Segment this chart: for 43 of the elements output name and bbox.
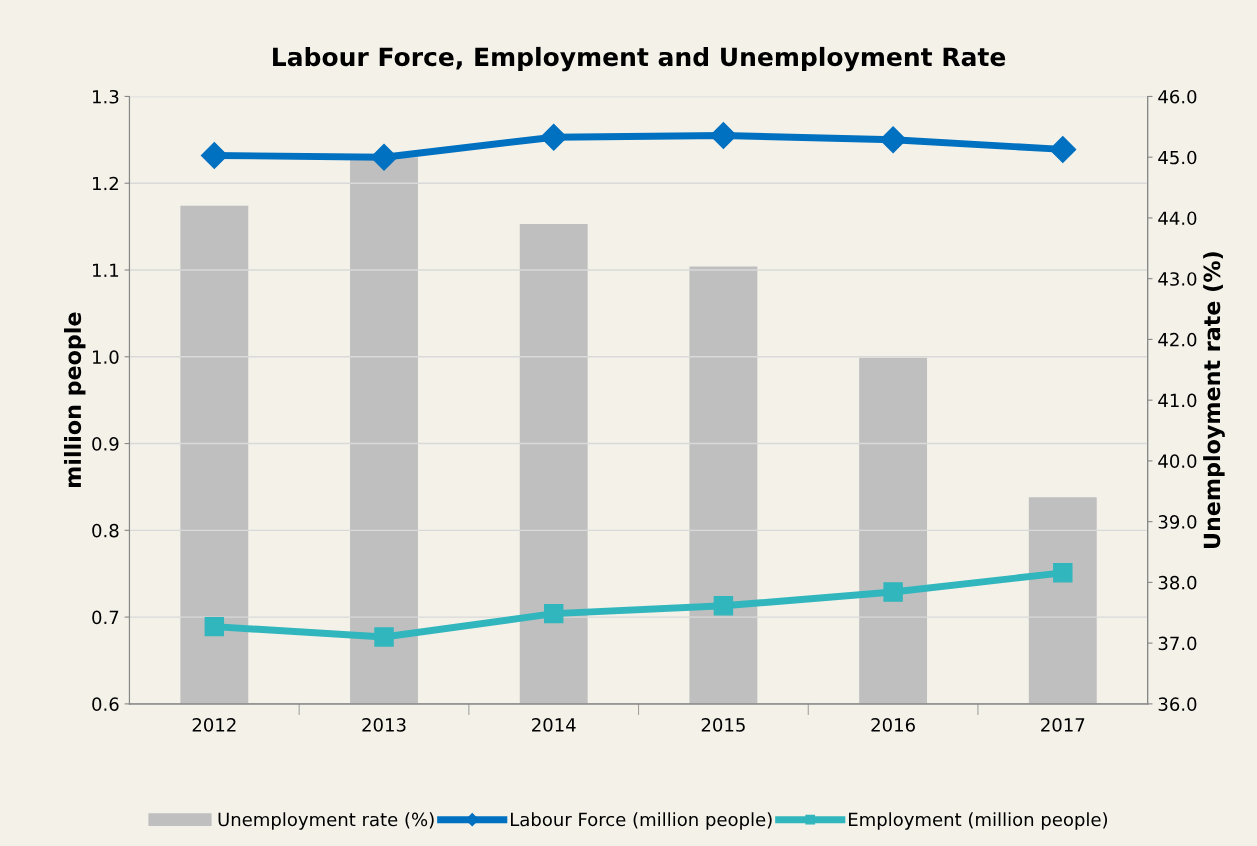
point xyxy=(200,141,228,169)
x-tick-label: 2017 xyxy=(1041,718,1085,732)
y-tick-label: 0.7 xyxy=(92,610,119,625)
legend-label: Unemployment rate (%) xyxy=(218,812,434,830)
x-tick-label: 2014 xyxy=(532,718,576,732)
x-tick-label: 2013 xyxy=(362,718,406,732)
point xyxy=(1053,563,1073,583)
y2-tick-label: 40.0 xyxy=(1158,454,1197,469)
x-tick-label: 2012 xyxy=(192,718,236,732)
y2-tick-label: 46.0 xyxy=(1158,89,1197,104)
chart-title: Labour Force, Employment and Unemployment Rate xyxy=(273,46,1006,72)
point xyxy=(370,143,398,171)
y2-tick-label: 38.0 xyxy=(1158,575,1197,590)
y2-tick-label: 42.0 xyxy=(1158,332,1197,347)
y-tick-label: 1.3 xyxy=(93,89,119,104)
x-tick-label: 2015 xyxy=(701,718,745,732)
point xyxy=(713,596,734,616)
point xyxy=(879,126,907,154)
point xyxy=(1049,135,1077,163)
y2-tick-label: 39.0 xyxy=(1158,515,1197,529)
y-tick-label: 0.8 xyxy=(92,523,119,538)
y-tick-label: 1.0 xyxy=(93,350,119,364)
y2-tick-label: 43.0 xyxy=(1158,272,1197,286)
y2-tick-label: 37.0 xyxy=(1158,636,1197,651)
legend-label: Employment (million people) xyxy=(849,812,1108,830)
y2-tick-label: 45.0 xyxy=(1158,150,1197,165)
point xyxy=(543,603,564,624)
y2-axis-title: Unemployment rate (%) xyxy=(1203,252,1225,548)
y-tick-label: 0.6 xyxy=(92,697,119,711)
y2-tick-label: 41.0 xyxy=(1158,393,1197,408)
point xyxy=(709,122,737,149)
legend-label: Labour Force (million people) xyxy=(511,812,772,830)
point xyxy=(540,123,568,151)
point xyxy=(374,627,394,647)
point xyxy=(204,616,225,637)
y2-tick-label: 36.0 xyxy=(1158,697,1197,711)
point xyxy=(883,582,903,602)
y-tick-label: 1.2 xyxy=(93,176,118,191)
x-tick-label: 2016 xyxy=(871,718,915,732)
y-tick-label: 0.9 xyxy=(92,437,119,451)
y2-tick-label: 44.0 xyxy=(1158,211,1197,226)
y-axis-title: million people xyxy=(63,312,86,487)
y-tick-label: 1.1 xyxy=(93,263,119,277)
